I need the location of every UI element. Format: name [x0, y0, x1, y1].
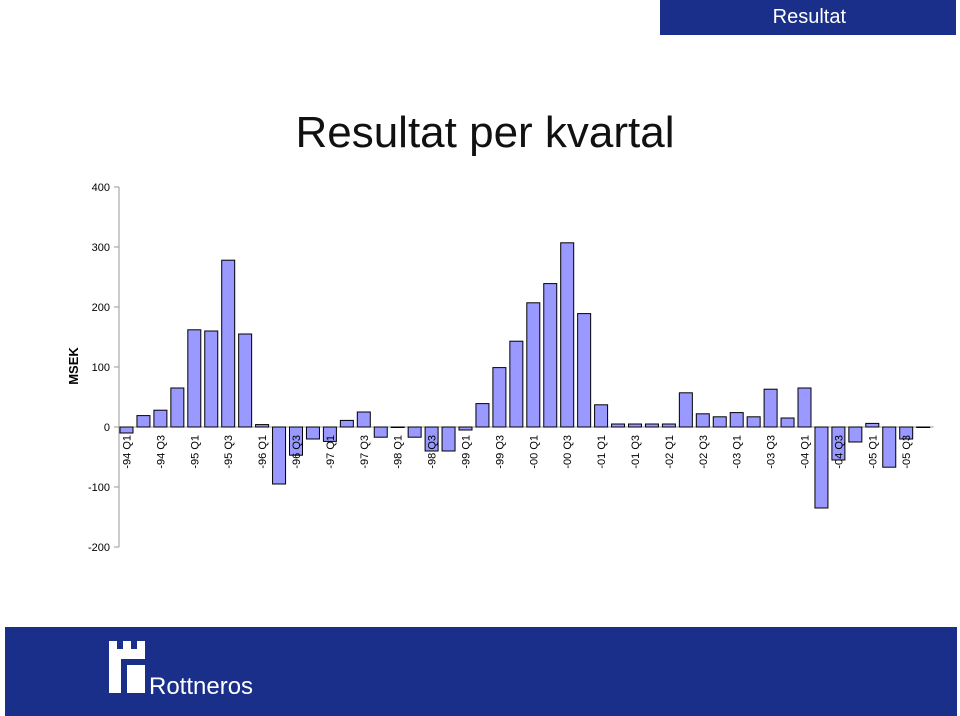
bar-98Q4: [441, 426, 456, 452]
bar-04Q4: [848, 426, 863, 443]
x-tick-label: -99 Q1: [461, 435, 473, 469]
y-axis-title: MSEK: [66, 347, 81, 385]
bar-94Q2: [136, 415, 151, 428]
x-tick-label: -97 Q1: [325, 435, 337, 469]
x-tick-label: -95 Q3: [223, 435, 235, 469]
bar-98Q2: [407, 426, 422, 438]
bar-00Q2: [543, 283, 558, 428]
bar-97Q2: [339, 419, 354, 428]
bar-99Q1: [458, 426, 473, 431]
rottneros-logo: Rottneros: [109, 641, 253, 700]
bar-95Q3: [221, 259, 236, 428]
bar-99Q3: [492, 367, 507, 428]
x-tick-label: -00 Q3: [562, 435, 574, 469]
bar-04Q2: [814, 426, 829, 509]
bar-04Q1: [797, 387, 812, 428]
bar-94Q1: [119, 426, 134, 434]
x-tick-label: -03 Q3: [766, 435, 778, 469]
bar-01Q3: [628, 423, 642, 428]
bar-04Q3: [831, 426, 846, 461]
bar-05Q4: [916, 426, 931, 428]
bar-97Q4: [373, 426, 388, 438]
x-tick-label: -05 Q1: [867, 435, 879, 469]
bar-96Q2: [272, 426, 287, 485]
bar-98Q1: [390, 426, 405, 428]
bar-05Q3: [899, 426, 914, 440]
bar-02Q4: [712, 416, 727, 428]
bar-02Q3: [695, 413, 710, 428]
bar-97Q1: [322, 426, 337, 442]
bar-03Q1: [729, 412, 744, 428]
bar-95Q2: [204, 330, 219, 428]
bar-layer: [119, 242, 931, 509]
bar-97Q3: [356, 411, 371, 428]
x-tick-label: -02 Q1: [664, 435, 676, 469]
x-tick-label: -01 Q3: [630, 435, 642, 469]
bar-00Q3: [560, 242, 575, 428]
bar-96Q1: [255, 424, 270, 428]
bar-95Q4: [238, 333, 253, 428]
bar-02Q2: [678, 392, 693, 428]
bar-02Q1: [661, 423, 676, 428]
section-badge: Resultat: [660, 0, 956, 35]
x-tick-labels: -94 Q1 -94 Q3 -95 Q1 -95 Q3 -96 Q1 -96 Q3 -97 …: [122, 435, 914, 469]
bar-94Q4: [170, 387, 185, 428]
bar-05Q1: [865, 422, 880, 428]
bar-00Q1: [526, 302, 541, 428]
x-tick-label: -99 Q3: [494, 435, 506, 469]
y-tick-label: 100: [92, 362, 110, 374]
bar-99Q2: [475, 403, 490, 428]
x-tick-label: -98 Q3: [427, 435, 439, 469]
bar-01Q4: [644, 423, 659, 428]
y-tick-label: -200: [88, 542, 110, 554]
bar-95Q1: [187, 329, 202, 428]
x-tick-label: -94 Q1: [122, 435, 134, 469]
bar-01Q1: [594, 404, 609, 428]
x-tick-label: -03 Q1: [732, 435, 744, 469]
bar-99Q4: [509, 340, 524, 428]
footer-bar: Rottneros: [5, 627, 957, 716]
bar-01Q2: [611, 423, 626, 428]
x-tick-label: -01 Q1: [596, 435, 608, 469]
y-tick-label: 300: [92, 242, 110, 254]
y-tick-label: 0: [104, 422, 110, 434]
x-tick-label: -98 Q1: [393, 435, 405, 469]
bar-96Q4: [305, 426, 320, 440]
y-tick-label: 400: [92, 182, 110, 194]
bar-03Q4: [780, 417, 795, 428]
y-tick-label: -100: [88, 482, 110, 494]
x-tick-label: -95 Q1: [189, 435, 201, 469]
axis-layer: 400 300 200 100 0 -100 -200 MSEK: [66, 182, 934, 554]
chart-title: Resultat per kvartal: [295, 108, 675, 157]
bar-00Q4: [577, 313, 592, 428]
x-tick-label: -04 Q3: [833, 435, 845, 469]
x-tick-label: -94 Q3: [155, 435, 167, 469]
rottneros-emblem-icon: [109, 641, 145, 693]
section-badge-label: Resultat: [772, 6, 846, 28]
x-tick-label: -96 Q1: [257, 435, 269, 469]
x-tick-label: -05 Q3: [901, 435, 913, 469]
bar-96Q3: [289, 426, 303, 456]
y-tick-label: 200: [92, 302, 110, 314]
bar-05Q2: [882, 426, 897, 468]
bar-98Q3: [424, 426, 439, 452]
x-tick-label: -96 Q3: [291, 435, 303, 469]
x-tick-label: -97 Q3: [359, 435, 371, 469]
x-tick-label: -04 Q1: [800, 435, 812, 469]
bar-94Q3: [153, 409, 168, 428]
bar-03Q3: [763, 388, 778, 428]
bar-03Q2: [746, 416, 761, 428]
x-tick-label: -02 Q3: [698, 435, 710, 469]
brand-name: Rottneros: [149, 673, 254, 700]
x-tick-label: -00 Q1: [528, 435, 540, 469]
